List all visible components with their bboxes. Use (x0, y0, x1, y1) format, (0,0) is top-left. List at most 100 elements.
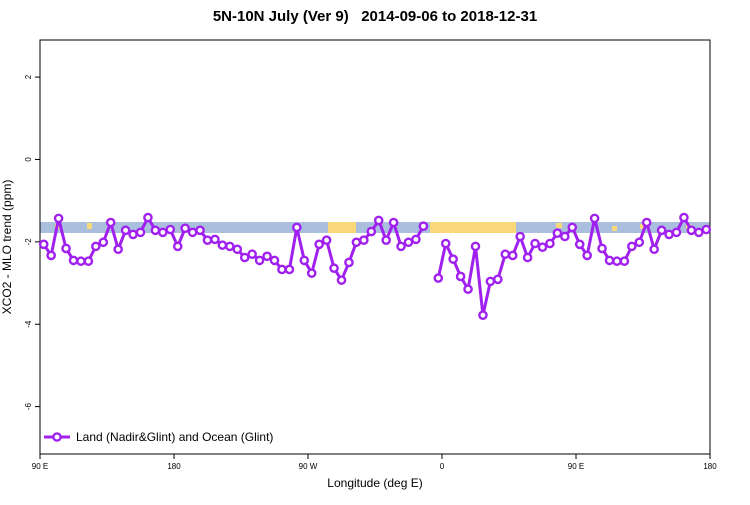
data-point (277, 264, 287, 275)
data-point (641, 217, 652, 228)
data-point (396, 241, 406, 252)
data-point (433, 273, 444, 283)
y-tick-label: 0 (24, 157, 33, 162)
data-point (344, 257, 354, 268)
land-patch (430, 222, 516, 233)
land-patch (328, 222, 356, 233)
land-patch (640, 224, 644, 229)
data-point (165, 224, 176, 235)
data-point (83, 256, 94, 267)
data-point (150, 225, 161, 236)
data-point (232, 244, 243, 255)
data-point (38, 239, 49, 250)
data-point (373, 215, 384, 226)
data-point (68, 255, 79, 266)
data-point (455, 271, 466, 282)
data-point (314, 239, 324, 250)
data-point (649, 244, 659, 255)
x-tick-label: 180 (167, 462, 181, 471)
data-point (493, 274, 503, 285)
x-tick-label: 90 E (568, 462, 584, 471)
data-point (239, 252, 250, 263)
data-point (76, 256, 86, 267)
y-tick-label: -4 (24, 320, 33, 328)
data-point (411, 234, 421, 245)
data-point (582, 250, 592, 261)
data-point (210, 234, 220, 245)
data-point (187, 227, 198, 238)
data-point (418, 221, 429, 231)
data-point (381, 235, 391, 246)
data-point (545, 238, 555, 249)
land-patch (87, 223, 92, 229)
data-point (656, 225, 667, 236)
x-axis-label: Longitude (deg E) (327, 476, 422, 490)
data-point (120, 225, 131, 236)
data-point (359, 235, 369, 246)
data-point (664, 229, 674, 240)
data-point (269, 255, 280, 266)
land-patch (612, 226, 617, 231)
data-point (701, 224, 712, 235)
data-point (388, 217, 399, 228)
data-point (574, 239, 585, 250)
data-point (158, 227, 168, 238)
data-point (202, 235, 213, 246)
data-point (128, 229, 138, 240)
data-point (500, 249, 511, 260)
data-point (366, 226, 377, 237)
y-tick-label: 2 (24, 74, 33, 79)
data-point (507, 250, 518, 261)
data-point (292, 222, 302, 233)
data-point (679, 212, 689, 223)
x-tick-label: 90 W (299, 462, 318, 471)
x-tick-label: 180 (703, 462, 717, 471)
legend-marker (52, 432, 62, 442)
data-point (135, 227, 146, 238)
data-point (440, 238, 451, 249)
data-point (217, 240, 228, 250)
data-point (225, 241, 235, 252)
y-axis-label: XCO2 - MLO trend (ppm) (0, 180, 14, 315)
x-tick-label: 0 (440, 462, 445, 471)
data-point (105, 217, 116, 228)
data-point (478, 310, 488, 320)
data-point (172, 241, 183, 252)
data-point (329, 263, 339, 274)
data-point (485, 276, 496, 287)
data-point (589, 213, 600, 224)
data-point (143, 212, 153, 223)
data-point (351, 237, 362, 248)
data-point (254, 255, 265, 266)
data-point (306, 268, 317, 278)
data-point (247, 249, 257, 260)
data-point (560, 231, 570, 242)
y-tick-label: -2 (24, 238, 33, 246)
data-point (470, 241, 481, 252)
data-point (53, 213, 64, 224)
data-point (671, 227, 682, 238)
data-point (98, 237, 109, 248)
data-point (195, 225, 205, 236)
data-point (537, 242, 548, 253)
data-point (552, 228, 563, 238)
land-patch (556, 223, 562, 228)
data-point (262, 251, 272, 262)
data-point (403, 237, 414, 248)
data-point (597, 243, 607, 254)
data-point (91, 241, 101, 252)
data-point (448, 254, 458, 264)
data-point (336, 275, 347, 285)
y-tick-label: -6 (24, 403, 33, 411)
data-point (522, 252, 533, 263)
legend: Land (Nadir&Glint) and Ocean (Glint) (44, 430, 273, 444)
data-point (627, 241, 637, 252)
data-point (694, 227, 704, 238)
data-point (180, 223, 190, 234)
x-tick-label: 90 E (32, 462, 48, 471)
data-point (61, 243, 71, 254)
data-point (530, 238, 540, 249)
data-point (284, 264, 295, 275)
data-point (604, 255, 615, 266)
